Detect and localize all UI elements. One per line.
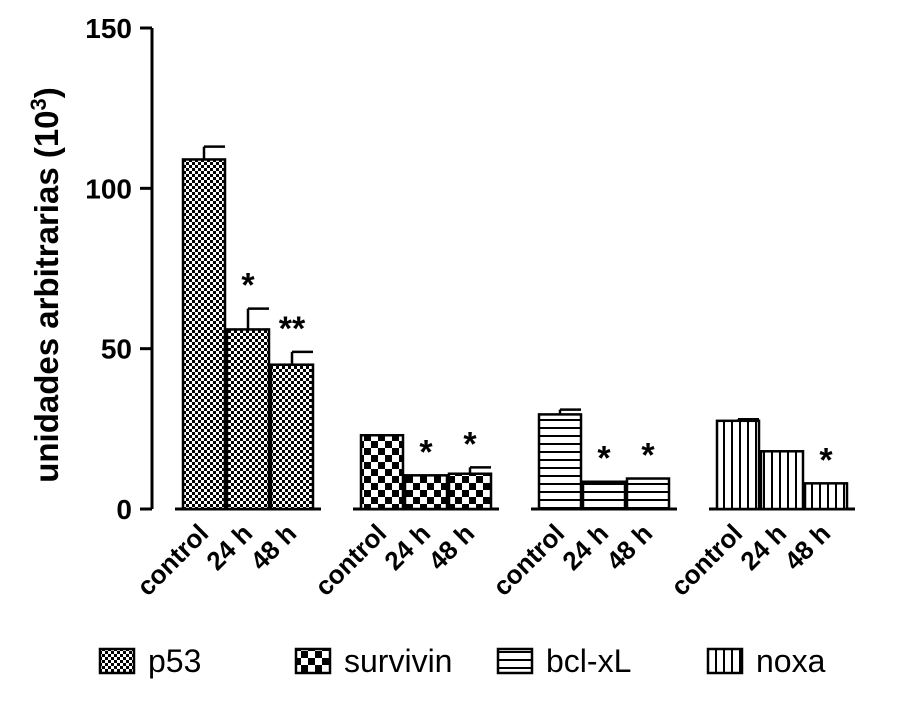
legend-label-noxa: noxa (756, 643, 826, 679)
bar-survivin-2 (403, 474, 449, 511)
bar-p53-1 (181, 158, 227, 511)
legend-swatch-survivin (294, 647, 332, 675)
significance-marker: * (641, 437, 655, 475)
bar-noxa-2 (759, 450, 805, 511)
x-tick-label: 24 h (200, 518, 258, 576)
legend-label-survivin: survivin (344, 643, 452, 679)
x-tick-label: 24 h (556, 518, 614, 576)
legend-swatch-noxa (706, 647, 744, 675)
significance-marker: * (597, 440, 611, 478)
y-tick-label: 50 (101, 334, 132, 365)
y-tick-label: 0 (116, 494, 132, 525)
x-tick-label: 24 h (378, 518, 436, 576)
legend-swatch-p53 (98, 647, 136, 675)
x-tick-label: control (665, 518, 749, 602)
y-axis-label: unidades arbitrarias (103) (26, 87, 65, 483)
y-tick-label: 150 (85, 13, 132, 44)
bar-p53-3 (269, 363, 315, 511)
legend: p53 survivin bcl-xL noxa (98, 643, 826, 679)
bar-bcl-xL-3 (625, 477, 671, 511)
bar-noxa-1 (715, 419, 761, 511)
x-tick-label: 48 h (778, 518, 836, 576)
x-tick-label: 24 h (734, 518, 792, 576)
bar-survivin-3 (447, 472, 493, 511)
bars: **** * * * * (175, 145, 855, 511)
significance-marker: * (419, 433, 433, 471)
significance-marker: ** (279, 310, 306, 348)
legend-label-bcl-xL: bcl-xL (546, 643, 631, 679)
legend-label-p53: p53 (148, 643, 201, 679)
y-tick-label: 100 (85, 173, 132, 204)
x-tick-label: 48 h (244, 518, 302, 576)
significance-marker: * (463, 425, 477, 463)
bar-bcl-xL-1 (537, 413, 583, 511)
legend-swatch-bcl-xL (496, 647, 534, 675)
bar-noxa-3 (803, 482, 849, 511)
bar-survivin-1 (359, 433, 405, 511)
significance-marker: * (819, 441, 833, 479)
x-tick-label: control (309, 518, 393, 602)
bar-p53-2 (225, 328, 271, 511)
significance-marker: * (241, 267, 255, 305)
x-tick-label: 48 h (422, 518, 480, 576)
x-tick-label: control (131, 518, 215, 602)
y-axis: 0 50 100 150 (85, 13, 154, 525)
x-tick-label: 48 h (600, 518, 658, 576)
bar-bcl-xL-2 (581, 480, 627, 511)
x-tick-label: control (487, 518, 571, 602)
